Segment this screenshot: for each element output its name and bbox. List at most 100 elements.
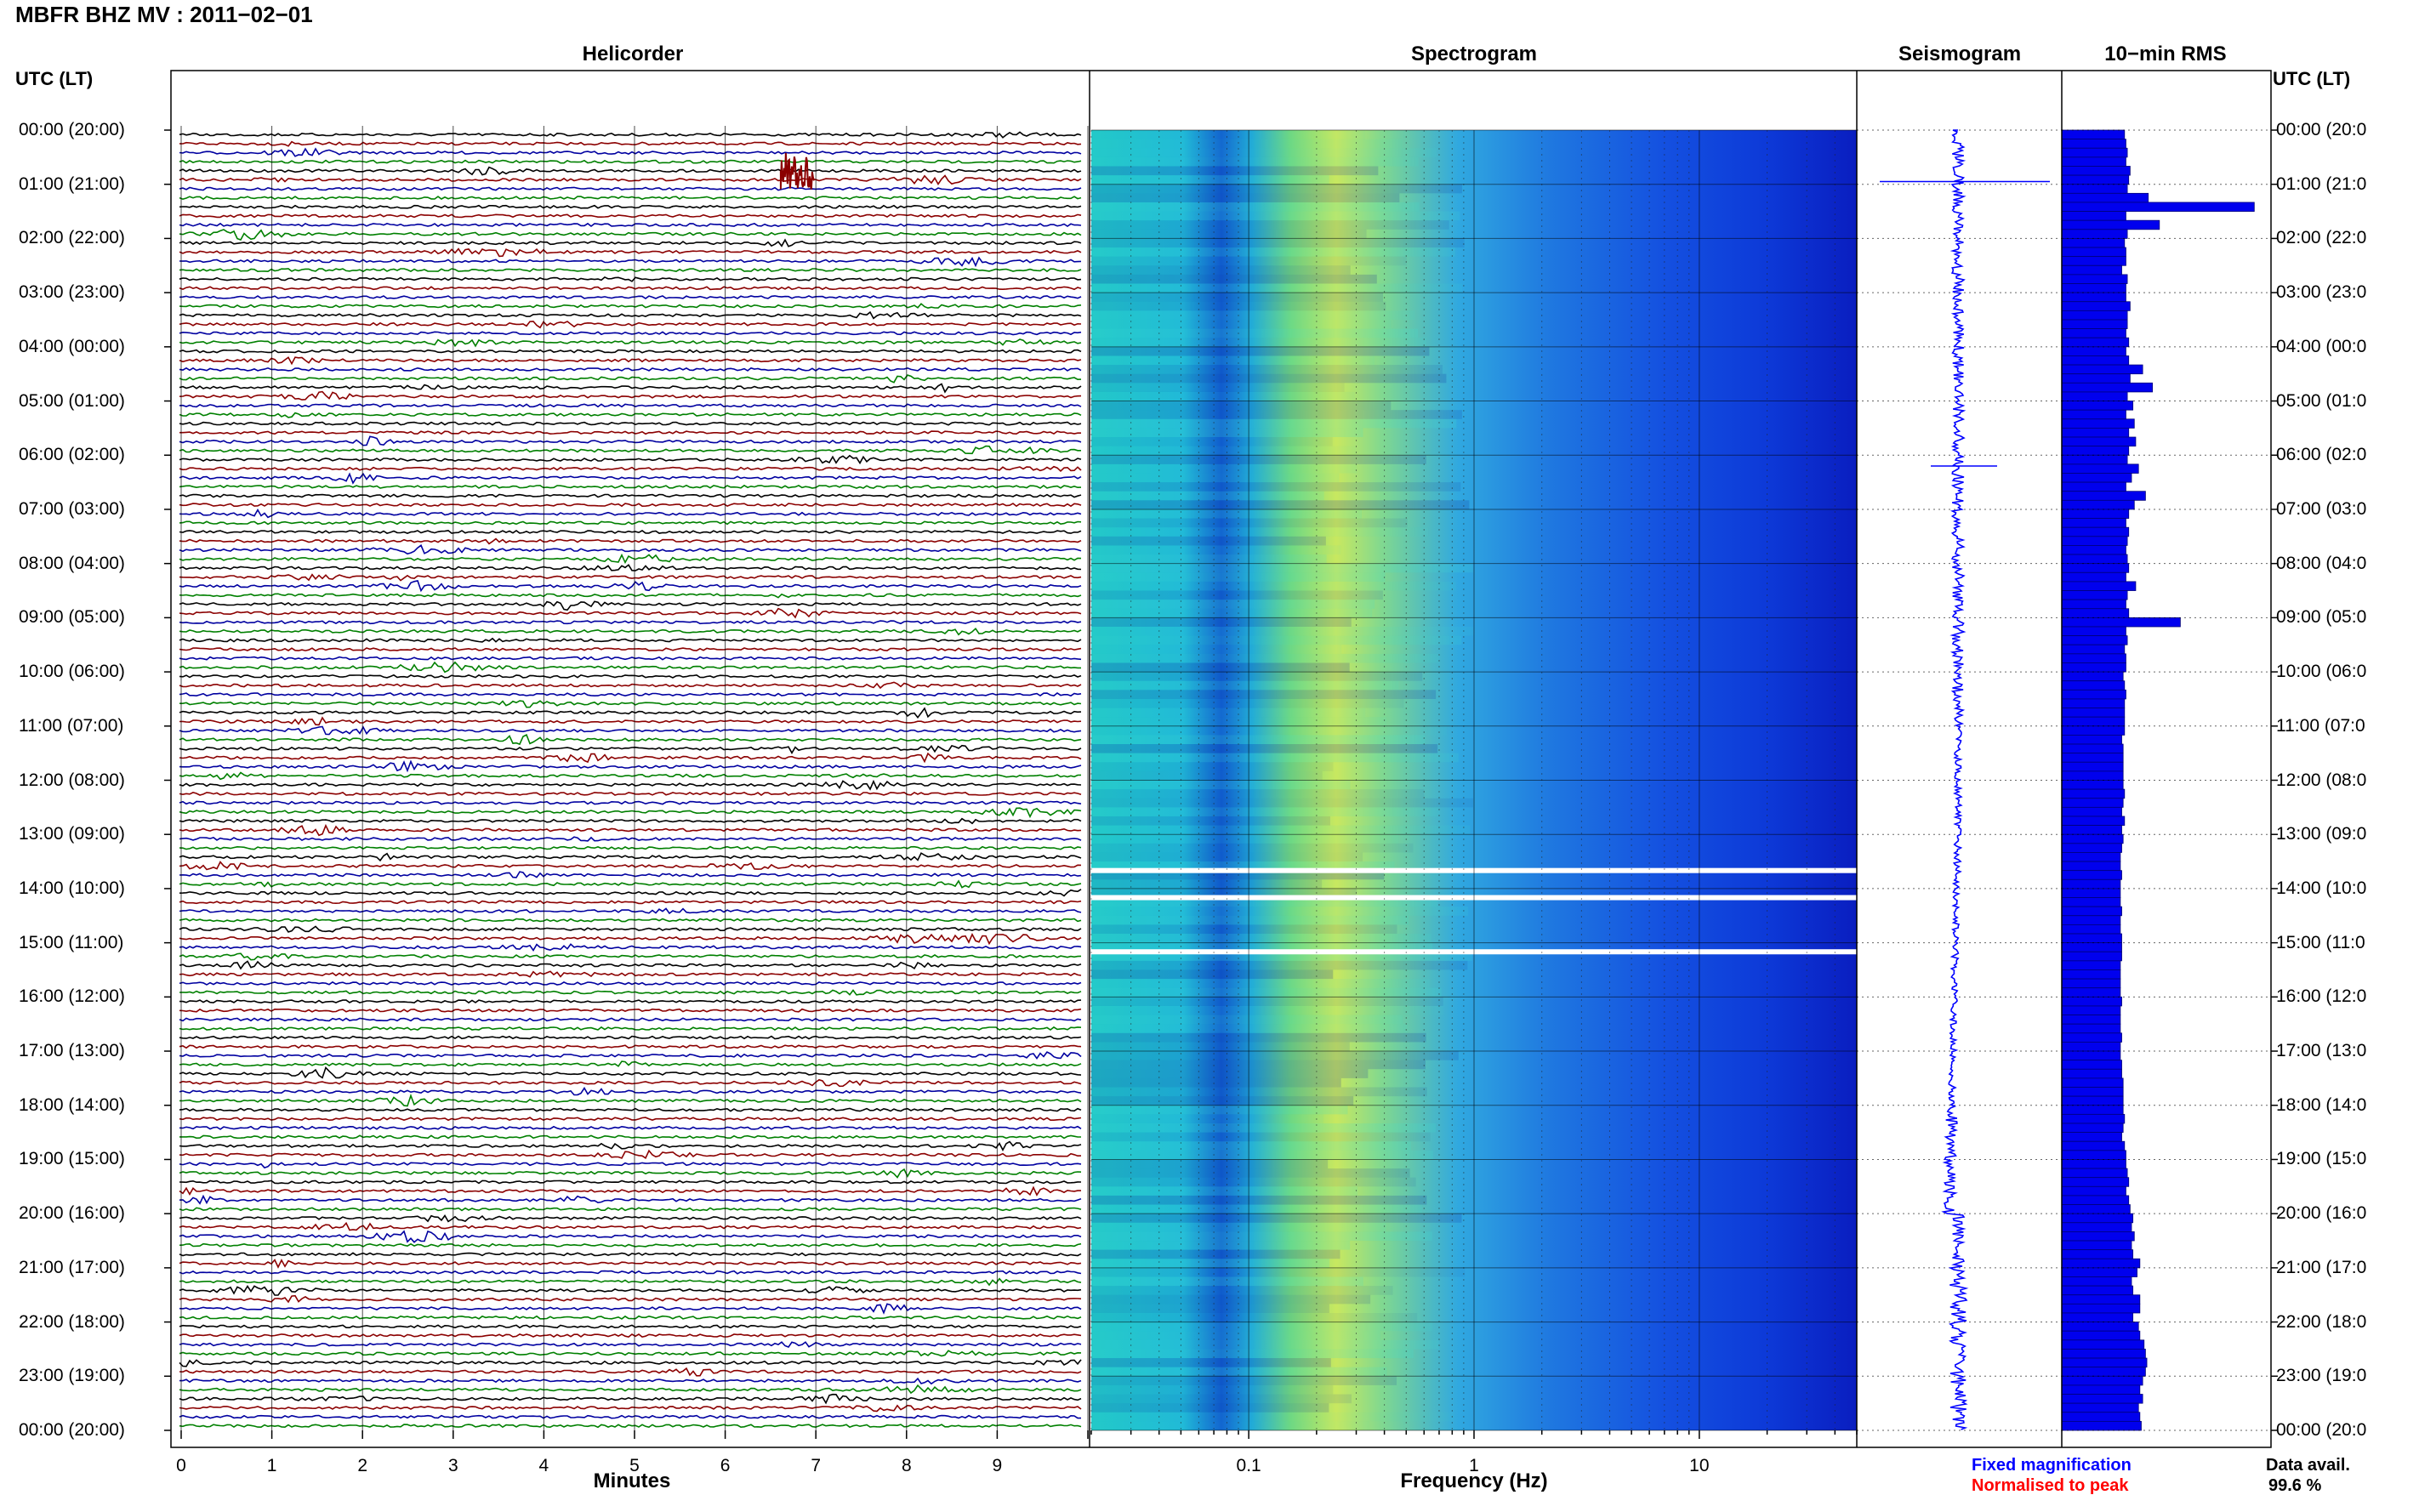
spectrogram-row	[1091, 319, 1392, 329]
rms-bar	[2061, 878, 2121, 890]
rms-bar	[2061, 581, 2137, 591]
rms-bar	[2061, 1023, 2121, 1034]
spectrogram-row	[1091, 211, 1460, 221]
helicorder-trace	[179, 1107, 1082, 1112]
spectrogram-row	[1091, 1304, 1329, 1313]
spectrogram-row	[1091, 780, 1351, 790]
rms-bar	[2061, 861, 2121, 872]
rms-bar	[2061, 571, 2126, 583]
helicorder-trace	[179, 861, 1082, 871]
helicorder-trace	[179, 1149, 1082, 1159]
utc-label-right: UTC (LT)	[2273, 68, 2351, 89]
time-label-left: 14:00 (10:00)	[19, 878, 125, 898]
spectrogram-row	[1091, 1051, 1459, 1060]
helicorder-trace	[179, 1185, 1081, 1197]
time-label-right: 15:00 (11:0	[2276, 932, 2365, 952]
rms-bar	[2061, 689, 2126, 700]
helicorder-trace	[179, 900, 1082, 905]
spectrogram-row	[1091, 1403, 1329, 1413]
rms-bar	[2061, 626, 2126, 637]
spectrogram-title: Spectrogram	[1410, 43, 1538, 65]
helicorder-trace	[179, 338, 1082, 348]
spectrogram-row	[1091, 735, 1426, 745]
time-label-right: 05:00 (01:0	[2276, 390, 2367, 411]
spectrogram-row	[1091, 1222, 1386, 1232]
rms-bar	[2061, 454, 2128, 465]
spectrogram-row	[1091, 617, 1352, 627]
rms-bar	[2061, 780, 2124, 790]
helicorder-trace	[179, 1259, 1082, 1269]
helicorder-trace	[179, 1035, 1082, 1040]
spectrogram-row	[1091, 355, 1375, 366]
data-availability-label: Data avail.	[2266, 1456, 2350, 1475]
minutes-tick-label: 2	[357, 1456, 368, 1475]
helicorder-trace	[179, 607, 1082, 619]
rms-bar	[2061, 1349, 2146, 1359]
time-label-left: 19:00 (15:00)	[19, 1149, 125, 1169]
spectrogram-row	[1091, 960, 1468, 970]
spectrogram-row	[1091, 328, 1419, 338]
helicorder-trace	[179, 752, 1082, 764]
time-label-left: 22:00 (18:00)	[19, 1311, 125, 1332]
minutes-axis-title: Minutes	[593, 1469, 671, 1492]
rms-bar	[2061, 129, 2126, 140]
time-label-left: 12:00 (08:00)	[19, 770, 125, 790]
rms-bar	[2061, 761, 2124, 772]
helicorder-trace	[179, 1134, 1081, 1140]
time-label-right: 10:00 (06:0	[2276, 662, 2367, 682]
time-label-left: 20:00 (16:00)	[19, 1203, 125, 1224]
spectrogram-row	[1091, 184, 1463, 194]
rms-bar	[2061, 1005, 2121, 1015]
helicorder-trace	[179, 356, 1082, 366]
rms-bar	[2061, 1312, 2134, 1322]
helicorder-trace	[179, 1179, 1082, 1185]
rms-bar	[2061, 166, 2131, 176]
helicorder-trace	[179, 544, 1082, 555]
helicorder-trace	[179, 674, 1082, 679]
spectrogram-row	[1091, 645, 1342, 654]
time-label-left: 00:00 (20:00)	[19, 120, 125, 139]
rms-bar	[2061, 301, 2131, 311]
spectrogram-row	[1091, 1005, 1444, 1015]
helicorder-trace	[179, 1221, 1082, 1231]
helicorder-trace	[179, 1060, 1082, 1067]
helicorder-trace	[179, 1242, 1082, 1248]
helicorder-trace	[179, 627, 1082, 636]
rms-bar	[2061, 355, 2130, 366]
helicorder-trace	[179, 593, 1082, 599]
rms-bar	[2061, 382, 2153, 393]
spectrogram-row	[1091, 1339, 1439, 1350]
helicorder-trace	[179, 800, 1082, 805]
helicorder-trace	[179, 1341, 1082, 1348]
spectrogram-row	[1091, 455, 1426, 464]
helicorder-trace	[179, 454, 1082, 465]
spectrogram-row	[1091, 924, 1397, 935]
helicorder-trace	[179, 573, 1082, 582]
helicorder-trace	[179, 716, 1082, 726]
spectrogram-row	[1091, 600, 1375, 609]
spectrogram-row	[1091, 934, 1431, 943]
helicorder-trace	[179, 845, 1082, 850]
helicorder-panel	[164, 126, 1089, 1439]
spectrogram-row	[1091, 1141, 1411, 1151]
spectrogram-row	[1091, 997, 1443, 1006]
time-label-right: 08:00 (04:0	[2276, 553, 2367, 573]
time-label-right: 02:00 (22:0	[2276, 228, 2367, 248]
spectrogram-row	[1091, 1294, 1371, 1305]
rms-bar	[2061, 1185, 2126, 1197]
helicorder-trace	[179, 383, 1082, 394]
helicorder-trace	[179, 390, 1082, 401]
spectrogram-row	[1091, 870, 1385, 880]
rms-bar	[2061, 1068, 2122, 1079]
helicorder-trace	[179, 421, 1082, 426]
spectrogram-row	[1091, 437, 1333, 446]
helicorder-trace	[179, 303, 1082, 310]
rms-bar	[2061, 283, 2126, 293]
rms-bar	[2061, 473, 2132, 483]
spectrogram-row	[1091, 1096, 1354, 1106]
spectrogram-row	[1091, 365, 1443, 374]
spectrogram-row	[1091, 283, 1463, 293]
helicorder-trace	[179, 981, 1082, 986]
helicorder-trace	[179, 1377, 1082, 1385]
helicorder-trace	[179, 733, 1082, 746]
